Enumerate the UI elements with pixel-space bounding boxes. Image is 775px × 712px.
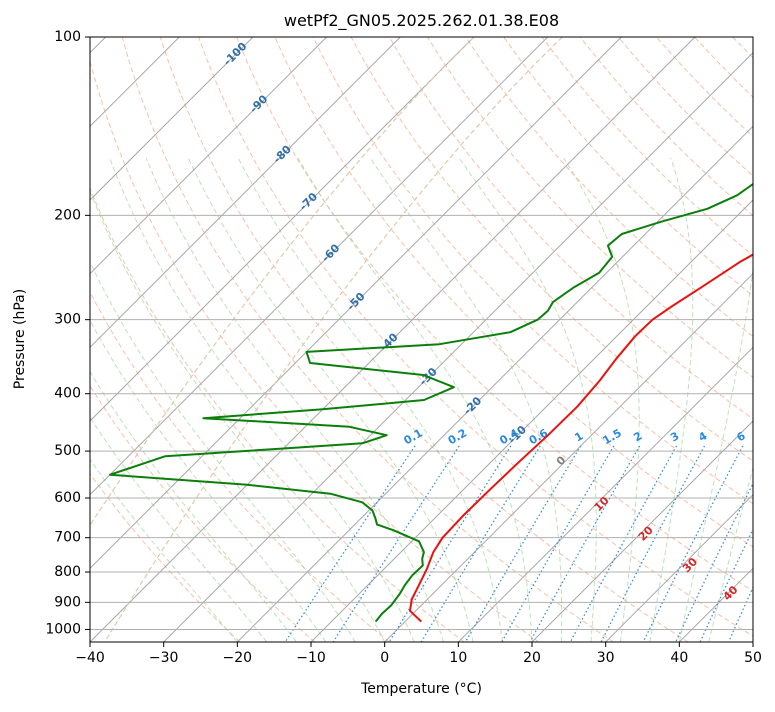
- x-tick-label: 30: [597, 650, 615, 666]
- y-tick-label: 1000: [45, 621, 81, 637]
- x-tick-label: 0: [380, 650, 389, 666]
- x-axis-label: Temperature (°C): [360, 681, 482, 697]
- x-tick-label: −40: [75, 650, 105, 666]
- y-tick-label: 800: [54, 564, 81, 580]
- y-tick-label: 100: [54, 29, 81, 45]
- y-tick-label: 900: [54, 594, 81, 610]
- x-tick-label: −20: [223, 650, 253, 666]
- y-tick-label: 300: [54, 312, 81, 328]
- x-tick-label: 20: [523, 650, 541, 666]
- y-axis-label: Pressure (hPa): [12, 289, 28, 389]
- x-tick-label: −10: [296, 650, 326, 666]
- y-tick-label: 200: [54, 207, 81, 223]
- y-tick-label: 400: [54, 386, 81, 402]
- x-tick-label: 40: [670, 650, 688, 666]
- y-tick-label: 700: [54, 530, 81, 546]
- chart-title: wetPf2_GN05.2025.262.01.38.E08: [284, 11, 559, 31]
- y-tick-label: 600: [54, 490, 81, 506]
- x-tick-label: −30: [149, 650, 179, 666]
- x-tick-label: 50: [744, 650, 762, 666]
- y-tick-label: 500: [54, 443, 81, 459]
- x-tick-label: 10: [449, 650, 467, 666]
